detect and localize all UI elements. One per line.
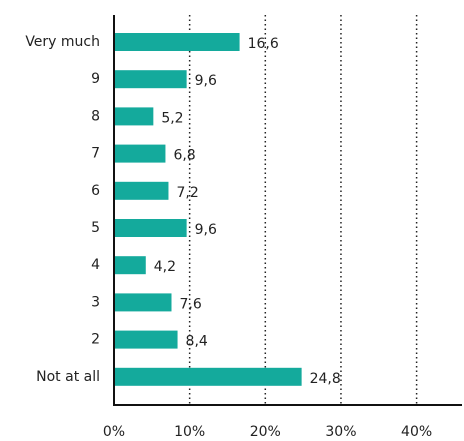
- value-label: 8,4: [186, 334, 208, 350]
- value-label: 5,2: [161, 110, 183, 126]
- value-label: 7,6: [179, 296, 201, 312]
- value-label: 6,8: [173, 148, 195, 164]
- bar: [114, 144, 166, 163]
- bar: [114, 219, 187, 237]
- value-label: 24,8: [310, 371, 341, 387]
- value-label: 9,6: [195, 73, 217, 89]
- y-tick-label: 2: [91, 332, 100, 348]
- bar: [114, 33, 240, 51]
- y-tick-label: 3: [91, 294, 100, 310]
- x-tick-label: 40%: [401, 424, 432, 440]
- bar: [114, 256, 146, 275]
- bar: [114, 181, 169, 200]
- y-tick-label: 8: [91, 108, 100, 124]
- bar: [114, 293, 172, 312]
- y-tick-label: Not at all: [36, 369, 100, 385]
- x-tick-label: 30%: [325, 424, 356, 440]
- bar: [114, 107, 154, 126]
- bar: [114, 70, 187, 89]
- x-tick-label: 0%: [103, 424, 125, 440]
- y-tick-label: 6: [91, 183, 100, 199]
- y-tick-label: 4: [91, 257, 100, 273]
- value-label: 7,2: [176, 185, 198, 201]
- y-tick-label: 9: [91, 71, 100, 87]
- bar: [114, 330, 178, 349]
- y-tick-label: Very much: [25, 34, 100, 50]
- value-label: 9,6: [195, 222, 217, 238]
- value-label: 16,6: [248, 36, 279, 52]
- y-tick-label: 5: [91, 220, 100, 236]
- y-tick-label: 7: [91, 146, 100, 162]
- x-tick-label: 20%: [250, 424, 281, 440]
- value-label: 4,2: [154, 259, 176, 275]
- x-tick-label: 10%: [174, 424, 205, 440]
- bar: [114, 367, 302, 386]
